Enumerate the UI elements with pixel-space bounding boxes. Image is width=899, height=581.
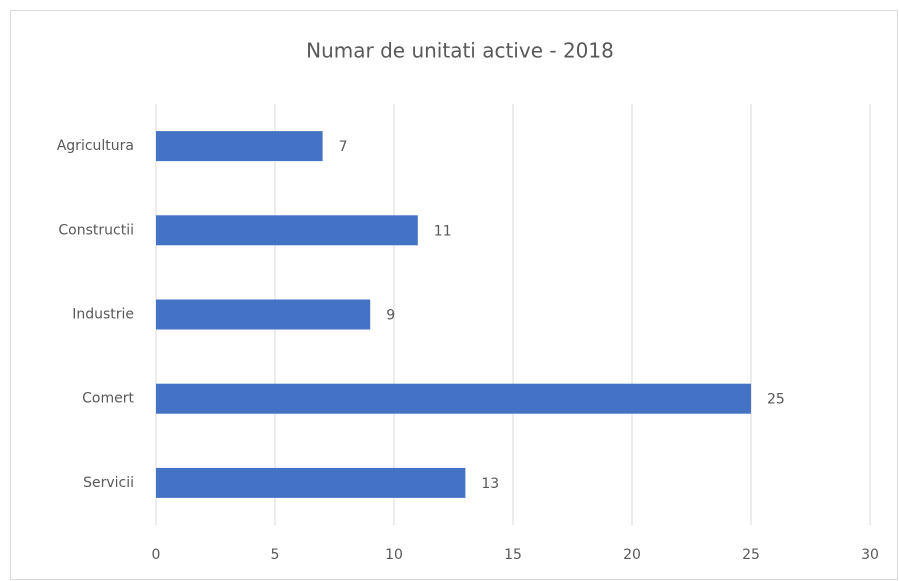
y-tick-label: Servicii <box>83 475 134 491</box>
x-tick-label: 10 <box>385 547 403 563</box>
y-tick-label: Comert <box>82 391 134 407</box>
x-tick-label: 0 <box>152 547 161 563</box>
x-tick-label: 25 <box>742 547 760 563</box>
data-label: 9 <box>386 308 395 324</box>
x-tick-label: 20 <box>623 547 641 563</box>
y-tick-label: Agricultura <box>57 138 134 154</box>
x-tick-label: 30 <box>861 547 879 563</box>
y-tick-label: Industrie <box>72 307 134 323</box>
bar <box>156 299 371 330</box>
data-label: 13 <box>481 476 499 492</box>
data-label: 11 <box>434 223 452 239</box>
x-tick-label: 5 <box>271 547 280 563</box>
bar <box>156 215 418 246</box>
bar <box>156 131 323 162</box>
chart-title: Numar de unitati active - 2018 <box>306 39 614 63</box>
data-label: 25 <box>767 392 785 408</box>
y-tick-label: Constructii <box>58 222 134 238</box>
bar <box>156 383 751 414</box>
bar <box>156 467 466 498</box>
data-label: 7 <box>339 139 348 155</box>
x-tick-label: 15 <box>504 547 522 563</box>
